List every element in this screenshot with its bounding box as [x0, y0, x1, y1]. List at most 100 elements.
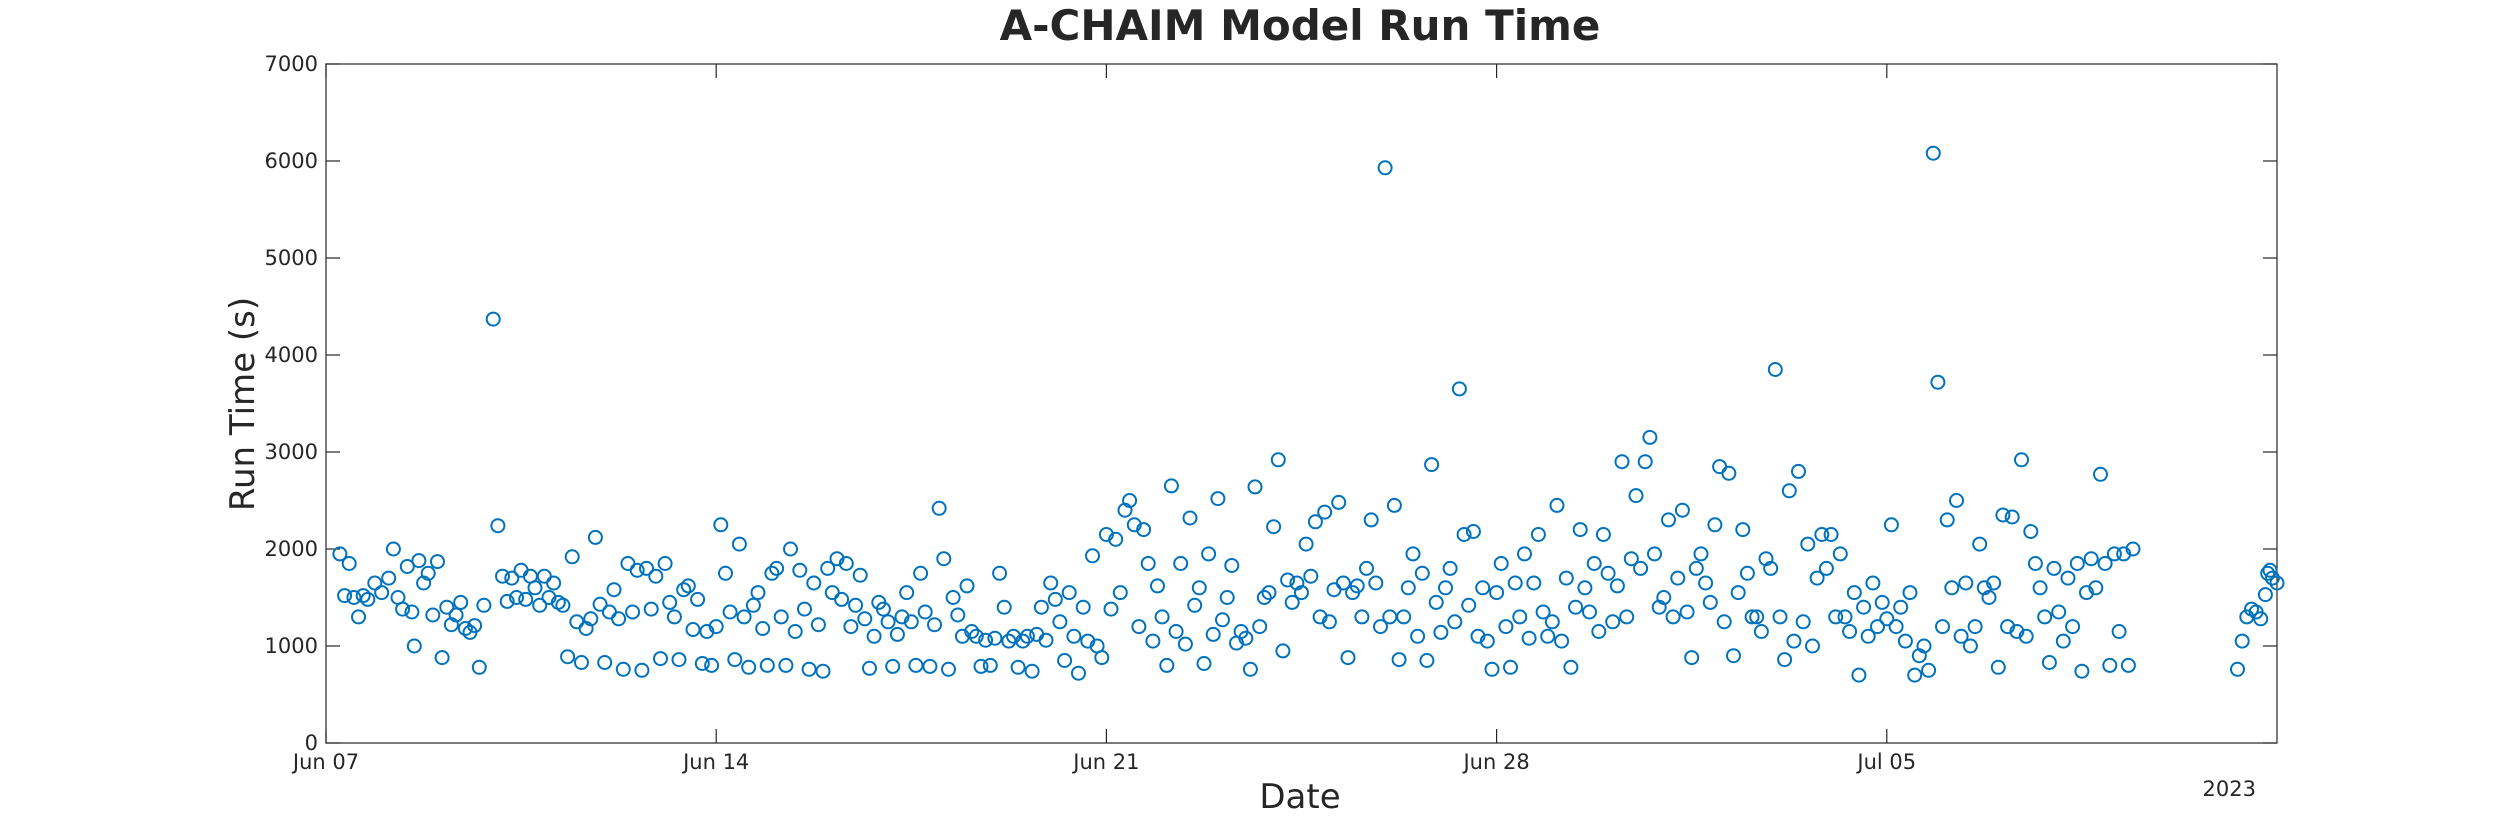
data-point [1530, 527, 1546, 542]
data-point [1414, 565, 1430, 581]
data-point [1814, 527, 1830, 542]
data-point [1647, 546, 1662, 562]
data-point [875, 601, 891, 617]
data-point [1619, 609, 1635, 625]
data-point [1702, 594, 1718, 610]
data-point [2125, 541, 2141, 557]
data-point [1261, 585, 1277, 601]
data-point [360, 591, 376, 607]
data-point [1182, 510, 1198, 526]
data-point [927, 617, 942, 633]
data-point [801, 661, 817, 677]
data-point [1266, 519, 1282, 535]
data-point [490, 518, 506, 534]
data-point [1024, 663, 1040, 679]
data-point [1252, 619, 1268, 635]
data-point [764, 565, 780, 581]
data-point [1846, 585, 1862, 601]
data-point [2083, 551, 2099, 567]
data-point [1679, 604, 1695, 620]
data-point [968, 628, 984, 644]
data-point [1800, 536, 1816, 552]
data-point [755, 621, 771, 636]
data-point [1958, 575, 1974, 591]
data-point [1103, 601, 1119, 617]
data-point [615, 661, 631, 677]
data-point [560, 649, 576, 665]
data-point [731, 536, 747, 552]
data-point [1600, 565, 1616, 581]
data-point [1535, 604, 1551, 620]
data-point [1986, 575, 2002, 591]
y-tick-label: 3000 [265, 440, 318, 464]
data-point [657, 556, 673, 571]
data-point [2262, 562, 2278, 578]
data-point [1303, 568, 1319, 584]
data-point [1628, 488, 1644, 504]
data-point [1503, 659, 1518, 675]
data-point [810, 617, 826, 633]
data-point [1307, 514, 1323, 530]
data-point [1219, 590, 1235, 605]
data-point [680, 578, 696, 594]
data-point [1373, 619, 1388, 635]
data-point [1935, 619, 1950, 635]
data-point [1410, 628, 1426, 644]
data-point [1549, 497, 1565, 513]
data-point [959, 578, 975, 594]
data-point [1554, 633, 1570, 649]
data-point [2046, 560, 2062, 576]
data-point [374, 585, 390, 601]
data-point [2230, 661, 2245, 677]
data-point [973, 658, 989, 674]
data-point [913, 565, 929, 581]
data-point [499, 593, 515, 609]
x-axis: Jun 07 Jun 14 Jun 21 Jun 28 Jul 05 [291, 64, 1916, 774]
data-point [587, 529, 603, 545]
data-point [1716, 614, 1732, 630]
data-point [546, 575, 562, 591]
data-point [629, 562, 645, 578]
data-point [1433, 624, 1449, 640]
data-point [1749, 609, 1765, 625]
data-point [1177, 636, 1193, 652]
data-point [1205, 626, 1221, 642]
data-point [1461, 597, 1477, 613]
data-point [1786, 633, 1802, 649]
data-point [1294, 585, 1309, 601]
data-point [1888, 619, 1904, 635]
data-point [1540, 628, 1556, 644]
data-point [1953, 628, 1969, 644]
data-point [1721, 465, 1737, 481]
data-point [1451, 381, 1467, 397]
x-tick-label: Jul 05 [1855, 750, 1916, 774]
data-point [1122, 493, 1138, 508]
data-point [759, 657, 775, 673]
x-tick-label: Jun 28 [1461, 750, 1529, 774]
data-point [1275, 643, 1291, 659]
x-axis-label: Date [1259, 777, 1340, 817]
data-point [430, 554, 445, 570]
data-point [1763, 560, 1779, 576]
data-point [2055, 633, 2071, 649]
data-point [1317, 504, 1333, 520]
data-point [1456, 527, 1472, 542]
data-point [1043, 575, 1059, 591]
data-point [1753, 624, 1769, 639]
data-point [1925, 145, 1941, 161]
data-point [351, 609, 366, 625]
data-point [420, 565, 436, 581]
y-tick-label: 4000 [265, 343, 318, 367]
data-point [1498, 619, 1514, 635]
plot-area [325, 63, 2278, 744]
data-point [1944, 580, 1960, 596]
data-point [2037, 609, 2053, 625]
chart-title: A-CHAIM Model Run Time [1000, 1, 1601, 50]
plot-frame [325, 63, 2278, 744]
data-point [606, 582, 622, 598]
data-point [1438, 580, 1453, 596]
data-point [1726, 648, 1741, 664]
data-point [1298, 536, 1314, 552]
data-point [564, 549, 580, 565]
